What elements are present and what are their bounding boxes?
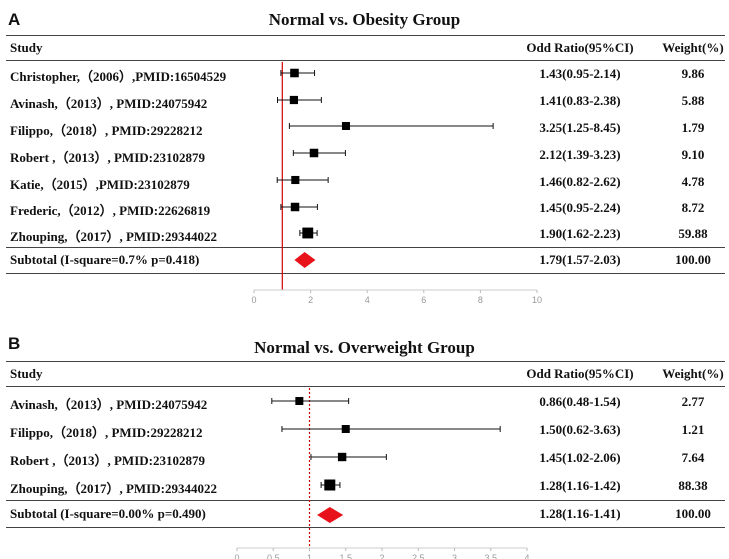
divider-subtotal-a <box>6 247 725 248</box>
subtotal-label: Subtotal (I-square=0.7% p=0.418) <box>10 252 200 267</box>
study-weight: 5.88 <box>681 93 705 108</box>
header-study-b: Study <box>10 366 43 381</box>
divider-bottom-b <box>6 527 725 528</box>
divider-subtotal-b <box>6 500 725 501</box>
study-label: Filippo,（2018）, PMID:29228212 <box>10 123 203 138</box>
study-or-ci: 1.43(0.95-2.14) <box>539 66 621 81</box>
x-tick-label: 2 <box>379 553 384 559</box>
study-label: Robert ,（2013）, PMID:23102879 <box>10 150 205 165</box>
subtotal-or-ci: 1.28(1.16-1.41) <box>539 506 621 521</box>
study-weight: 9.10 <box>681 147 705 162</box>
study-label: Katie,（2015）,PMID:23102879 <box>10 177 190 192</box>
x-tick-label: 0 <box>251 295 256 305</box>
study-weight: 2.77 <box>681 394 705 409</box>
study-or-ci: 2.12(1.39-3.23) <box>539 147 621 162</box>
summary-diamond <box>317 507 344 523</box>
study-or-ci: 1.50(0.62-3.63) <box>539 422 621 437</box>
header-study-a: Study <box>10 40 43 55</box>
panel-letter-a: A <box>8 10 21 29</box>
x-tick-label: 8 <box>478 295 483 305</box>
panel-letter-b: B <box>8 334 21 353</box>
x-tick-label: 0 <box>234 553 239 559</box>
study-label: Christopher,（2006）,PMID:16504529 <box>10 69 227 84</box>
divider-header-a <box>6 60 725 61</box>
header-weight-a: Weight(%) <box>662 40 724 55</box>
study-weight: 1.21 <box>681 422 705 437</box>
study-or-ci: 3.25(1.25-8.45) <box>539 120 621 135</box>
x-tick-label: 3.5 <box>484 553 497 559</box>
subtotal-weight: 100.00 <box>675 252 711 267</box>
divider-top-b <box>6 361 725 362</box>
forest-panel-b: B Normal vs. Overweight Group Study Odd … <box>0 330 729 559</box>
study-marker <box>291 175 300 185</box>
panel-title-a: Normal vs. Obesity Group <box>268 10 461 29</box>
study-or-ci: 1.46(0.82-2.62) <box>539 174 621 189</box>
study-weight: 1.79 <box>681 120 705 135</box>
study-marker <box>337 452 347 462</box>
study-or-ci: 1.90(1.62-2.23) <box>539 226 621 241</box>
study-label: Zhouping,（2017）, PMID:29344022 <box>10 229 217 244</box>
study-weight: 9.86 <box>681 66 705 81</box>
x-tick-label: 3 <box>452 553 457 559</box>
x-tick-label: 2.5 <box>412 553 425 559</box>
study-marker <box>290 68 299 78</box>
forest-plot-b: 0 0.5 1 1.5 2 2.5 3 3.5 4 <box>234 388 530 559</box>
study-marker <box>302 227 314 239</box>
study-or-ci: 1.41(0.83-2.38) <box>539 93 621 108</box>
study-or-ci: 0.86(0.48-1.54) <box>539 394 621 409</box>
header-weight-b: Weight(%) <box>662 366 724 381</box>
forest-plot-a: 0 2 4 6 8 10 <box>251 62 542 305</box>
study-weight: 4.78 <box>681 174 705 189</box>
subtotal-or-ci: 1.79(1.57-2.03) <box>539 252 621 267</box>
x-tick-label: 4 <box>524 553 529 559</box>
study-label: Filippo,（2018）, PMID:29228212 <box>10 425 203 440</box>
x-tick-label: 0.5 <box>267 553 280 559</box>
study-label: Avinash,（2013）, PMID:24075942 <box>10 397 208 412</box>
study-label: Avinash,（2013）, PMID:24075942 <box>10 96 208 111</box>
study-marker <box>341 122 350 130</box>
study-label: Frederic,（2012）, PMID:22626819 <box>10 203 211 218</box>
header-or-b: Odd Ratio(95%CI) <box>526 366 634 381</box>
study-weight: 88.38 <box>678 478 708 493</box>
study-or-ci: 1.45(1.02-2.06) <box>539 450 621 465</box>
header-or-a: Odd Ratio(95%CI) <box>526 40 634 55</box>
study-marker <box>324 479 336 491</box>
divider-bottom-a <box>6 273 725 274</box>
study-marker <box>341 425 350 433</box>
panel-title-b: Normal vs. Overweight Group <box>254 338 475 357</box>
study-marker <box>295 397 304 405</box>
subtotal-weight: 100.00 <box>675 506 711 521</box>
divider-top-a <box>6 35 725 36</box>
subtotal-label: Subtotal (I-square=0.00% p=0.490) <box>10 506 206 521</box>
x-tick-label: 6 <box>421 295 426 305</box>
study-label: Zhouping,（2017）, PMID:29344022 <box>10 481 217 496</box>
summary-diamond <box>294 252 316 268</box>
study-weight: 59.88 <box>678 226 708 241</box>
x-tick-label: 4 <box>365 295 370 305</box>
study-marker <box>309 148 319 158</box>
x-tick-label: 1.5 <box>339 553 352 559</box>
study-marker <box>289 95 299 105</box>
forest-panel-a: A Normal vs. Obesity Group Study Odd Rat… <box>6 10 725 274</box>
study-marker <box>290 202 300 212</box>
study-or-ci: 1.28(1.16-1.42) <box>539 478 621 493</box>
x-tick-label: 2 <box>308 295 313 305</box>
study-weight: 8.72 <box>681 200 705 215</box>
x-tick-label: 10 <box>532 295 542 305</box>
study-or-ci: 1.45(0.95-2.24) <box>539 200 621 215</box>
x-tick-label: 1 <box>307 553 312 559</box>
divider-header-b <box>6 386 725 387</box>
study-label: Robert ,（2013）, PMID:23102879 <box>10 453 205 468</box>
study-weight: 7.64 <box>681 450 705 465</box>
